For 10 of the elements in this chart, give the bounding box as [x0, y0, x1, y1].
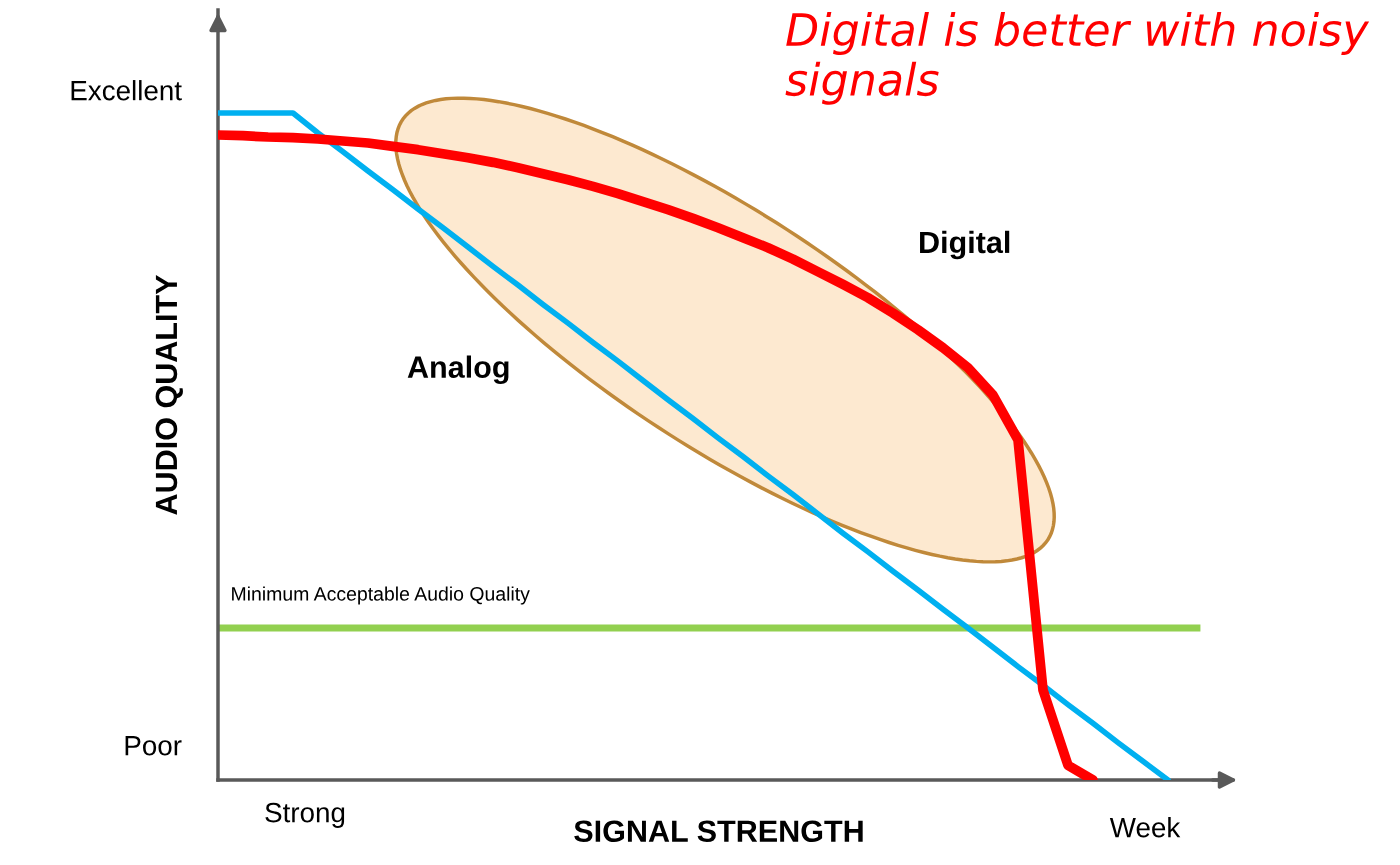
text: Strong [265, 802, 345, 828]
text: Digital is better with noisy signals [785, 12, 1370, 105]
x-axis-title: SIGNAL STRENGTH [574, 820, 863, 843]
text: Week [1109, 817, 1181, 838]
ref-line-label: Minimum Acceptable Audio Quality [232, 586, 530, 605]
text: Analog [407, 355, 509, 385]
text: Poor [125, 736, 182, 756]
series-label: Digital [920, 230, 1010, 260]
text: Excellent [71, 80, 182, 101]
y-axis-title: AUDIO QUALITY [155, 274, 183, 515]
